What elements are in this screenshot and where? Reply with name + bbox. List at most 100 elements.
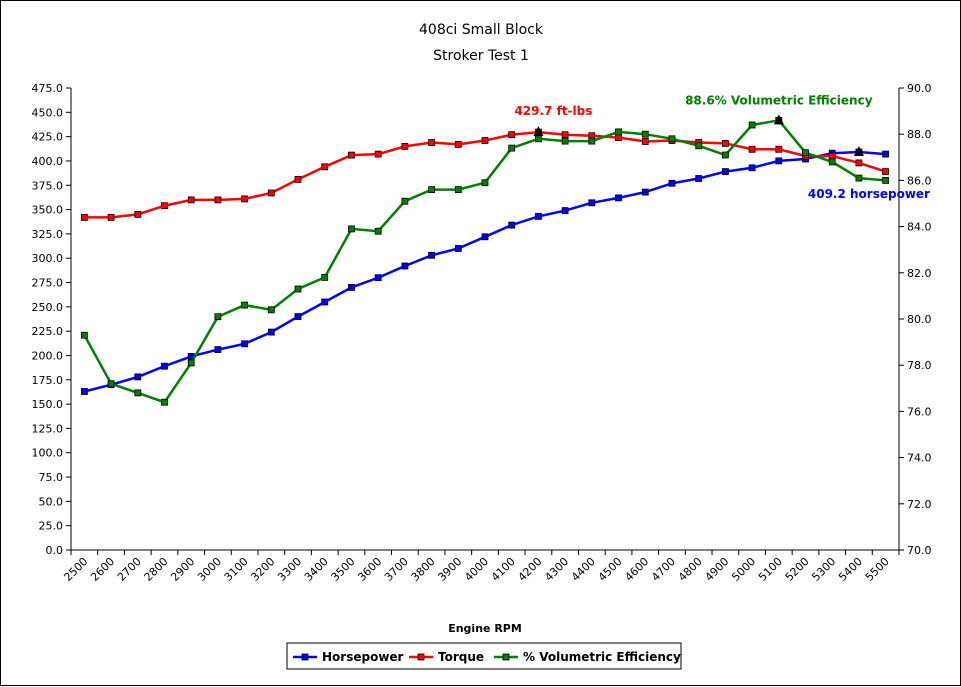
- x-tick-label: 4600: [622, 555, 651, 584]
- x-tick-label: 3900: [435, 555, 464, 584]
- y-left-tick-label: 125.0: [32, 422, 64, 435]
- x-tick-label: 4500: [596, 555, 625, 584]
- y-right-tick-label: 80.0: [907, 313, 932, 326]
- data-point: [802, 149, 809, 157]
- x-tick-label: 4100: [489, 555, 518, 584]
- data-point: [454, 186, 462, 194]
- y-left-tick-label: 100.0: [32, 447, 64, 460]
- data-point: [481, 179, 489, 187]
- data-point: [267, 328, 275, 336]
- y-left-tick-label: 250.0: [32, 301, 64, 314]
- data-point: [107, 213, 115, 221]
- axes-layer: 0.0 25.0 50.0 75.0 100.0 125.0 150.0 175.0 200.0…: [32, 82, 932, 584]
- data-point: [508, 144, 516, 152]
- x-tick-label: 3500: [329, 555, 358, 584]
- data-point: [561, 131, 569, 139]
- x-tick-label: 3000: [195, 555, 224, 584]
- x-tick-label: 5100: [756, 555, 785, 584]
- x-tick-label: 3300: [275, 555, 304, 584]
- y-left-tick-label: 200.0: [32, 349, 64, 362]
- data-point: [401, 142, 409, 150]
- legend-label: Horsepower: [322, 650, 404, 664]
- data-point: [267, 306, 275, 314]
- data-point: [294, 175, 302, 183]
- data-point: [641, 188, 649, 196]
- data-point: [321, 273, 329, 281]
- y-left-tick-label: 325.0: [32, 228, 64, 241]
- data-point: [428, 139, 436, 146]
- data-point: [294, 313, 302, 321]
- series-volumetric-efficiency: [81, 116, 889, 406]
- y-left-tick-label: 450.0: [32, 106, 64, 119]
- legend-swatch-marker: [502, 653, 510, 661]
- y-left-tick-label: 225.0: [32, 325, 64, 338]
- data-point: [187, 359, 195, 367]
- data-point: [775, 145, 783, 153]
- chart-subtitle: Stroker Test 1: [433, 48, 529, 64]
- x-tick-label: 4200: [516, 555, 545, 584]
- data-point: [348, 151, 355, 159]
- legend-box: [286, 642, 682, 670]
- y-left-tick-label: 350.0: [32, 204, 64, 217]
- data-point: [241, 195, 249, 203]
- data-point: [81, 331, 88, 339]
- y-left-tick-label: 375.0: [32, 179, 64, 192]
- peak-marker: [773, 114, 784, 125]
- y-right-tick-label: 84.0: [907, 221, 932, 234]
- chart-title: 408ci Small Block: [419, 22, 544, 38]
- series-line: [84, 150, 886, 393]
- y-left-tick-label: 300.0: [32, 252, 64, 265]
- x-tick-label: 2700: [115, 555, 144, 584]
- data-point: [161, 362, 168, 370]
- peak-marker: [853, 145, 864, 156]
- series-line: [83, 118, 886, 404]
- y-left-tick-label: 75.0: [39, 471, 64, 484]
- data-point: [695, 142, 703, 150]
- x-tick-label: 3600: [355, 555, 384, 584]
- y-right-tick-label: 90.0: [907, 82, 932, 95]
- legend-item: % Volumetric Efficiency: [494, 650, 681, 664]
- y-left-tick-label: 175.0: [32, 374, 64, 387]
- data-point: [161, 398, 168, 406]
- legend-label: % Volumetric Efficiency: [523, 650, 681, 664]
- data-point: [374, 150, 382, 158]
- data-point: [454, 245, 462, 252]
- y-right-tick-label: 78.0: [907, 359, 932, 372]
- data-point: [615, 134, 622, 142]
- legend-item: Horsepower: [293, 650, 404, 664]
- data-point: [775, 157, 783, 165]
- data-point: [748, 121, 756, 129]
- x-tick-label: 3400: [302, 555, 331, 584]
- peak-label: 409.2 horsepower: [808, 187, 930, 201]
- data-point: [428, 186, 436, 194]
- data-point: [668, 135, 676, 143]
- data-point: [321, 298, 329, 306]
- data-point: [828, 152, 836, 160]
- x-tick-label: 2800: [142, 555, 171, 584]
- y-right-tick-label: 72.0: [907, 498, 932, 511]
- x-tick-label: 5300: [809, 555, 838, 584]
- legend-swatch-marker: [301, 653, 309, 661]
- data-point: [641, 138, 649, 145]
- data-point: [401, 197, 409, 205]
- y-left-tick-label: 25.0: [39, 520, 64, 533]
- y-left-tick-label: 150.0: [32, 398, 64, 411]
- legend: Horsepower Torque % Volumetric Efficiency: [286, 642, 682, 670]
- data-point: [161, 202, 168, 210]
- data-point: [214, 313, 222, 321]
- data-point: [481, 137, 489, 144]
- x-tick-label: 3800: [409, 555, 438, 584]
- data-point: [428, 251, 436, 259]
- data-point: [748, 164, 756, 172]
- legend-label: Torque: [438, 650, 484, 664]
- data-point: [481, 233, 489, 241]
- data-point: [588, 199, 596, 207]
- x-tick-label: 3100: [222, 555, 251, 584]
- legend-item: Torque: [409, 650, 484, 664]
- y-left-tick-label: 475.0: [32, 82, 64, 95]
- annotation-layer: 429.7 ft-lbs 88.6% Volumetric Efficiency 4…: [514, 93, 930, 201]
- x-tick-label: 4800: [676, 555, 705, 584]
- x-tick-label: 2900: [168, 555, 197, 584]
- data-point: [348, 283, 355, 291]
- y-left-tick-label: 50.0: [39, 495, 64, 508]
